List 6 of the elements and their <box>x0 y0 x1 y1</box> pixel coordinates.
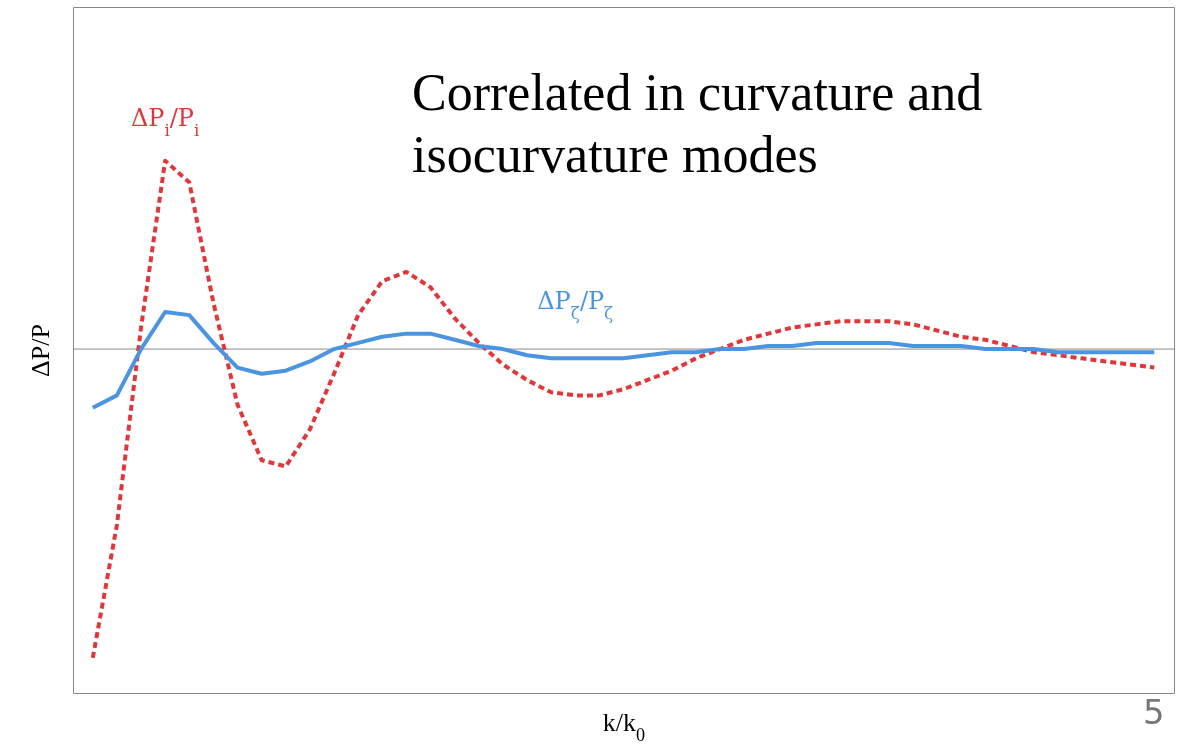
text: 5 <box>1143 692 1165 732</box>
y-axis-title: ΔP/P <box>25 324 55 377</box>
chart-title: Correlated in curvature and isocurvature modes <box>412 63 984 186</box>
series-label: ΔP$_{ζ}$/P$_{ζ}$ <box>537 287 614 324</box>
series-label: ΔP$_{i}$/P$_{i}$ <box>130 103 200 140</box>
x-axis-title: k/k$_{0}$ <box>602 707 646 745</box>
